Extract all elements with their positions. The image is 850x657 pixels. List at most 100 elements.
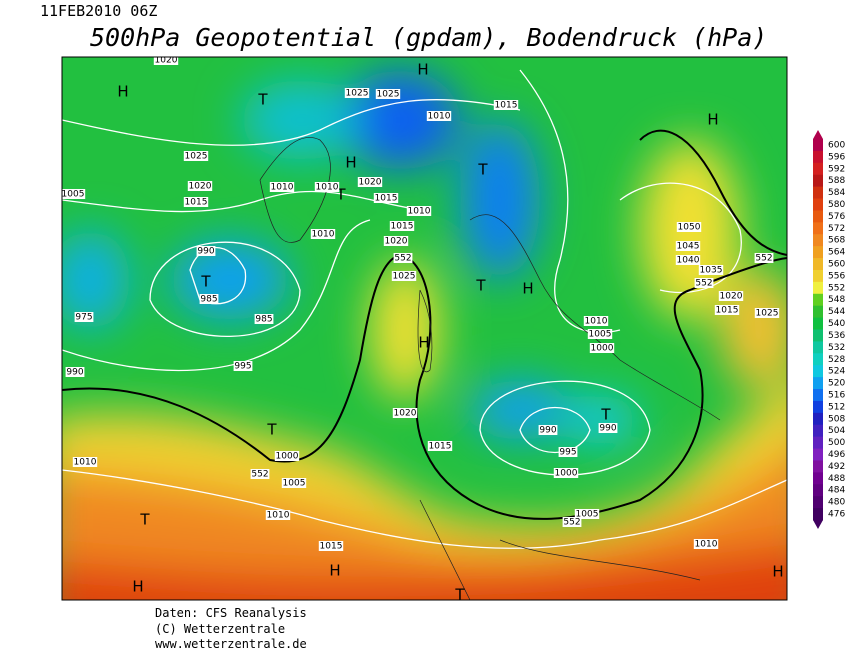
- pressure-center: H: [417, 61, 428, 79]
- isobar-label: 1015: [716, 306, 739, 316]
- colorbar-label: 580: [828, 200, 845, 210]
- isobar-label: 1015: [375, 194, 398, 204]
- colorbar-label: 552: [828, 283, 845, 293]
- isobar-label-bg: [538, 425, 558, 435]
- isobar-label-bg: [199, 294, 219, 304]
- isobar-label: 1020: [359, 178, 382, 188]
- pressure-center: T: [139, 511, 150, 529]
- pressure-center: T: [477, 161, 488, 179]
- isobar-label-bg: [344, 88, 370, 98]
- isobar-label: 1010: [271, 183, 294, 193]
- pressure-center: H: [345, 154, 356, 172]
- isobar-label: 1005: [589, 330, 612, 340]
- isobar-label: 1010: [74, 458, 97, 468]
- isobar-label: 990: [66, 368, 83, 378]
- isobar-label-bg: [310, 229, 336, 239]
- colorbar-swatch: [813, 305, 823, 319]
- isobar-label-bg: [65, 367, 85, 377]
- isobar-label-bg: [718, 291, 744, 301]
- isobar-label-bg: [187, 181, 213, 191]
- isobar-label: 995: [559, 448, 576, 458]
- colorbar-swatch: [813, 293, 823, 307]
- colorbar-label: 564: [828, 248, 845, 258]
- isobar-label-bg: [694, 278, 714, 288]
- isobar-label-bg: [558, 447, 578, 457]
- isobar-label-bg: [698, 265, 724, 275]
- colorbar-swatch: [813, 496, 823, 509]
- footer-url: www.wetterzentrale.de: [155, 637, 307, 651]
- isobar-label: 1050: [678, 223, 701, 233]
- colorbar-arrow: [813, 520, 823, 529]
- colorbar-label: 516: [828, 390, 845, 400]
- isobar-label: 1020: [155, 56, 178, 66]
- colorbar-swatch: [813, 329, 823, 342]
- colorbar-label: 568: [828, 236, 845, 246]
- isobar-label: 1035: [700, 266, 723, 276]
- isobar-label: 1000: [591, 344, 614, 354]
- colorbar-label: 592: [828, 164, 845, 174]
- pressure-center: H: [132, 578, 143, 596]
- isobar-label: 1000: [555, 469, 578, 479]
- date: 11FEB2010 06Z: [40, 2, 157, 20]
- isobar-label: 1010: [695, 540, 718, 550]
- isobar-label: 990: [599, 424, 616, 434]
- isobar-label-bg: [254, 314, 274, 324]
- isobar-label-bg: [587, 329, 613, 339]
- isobar-label-bg: [281, 478, 307, 488]
- colorbar-swatch: [813, 258, 823, 271]
- isobar-label: 995: [234, 362, 251, 372]
- colorbar-swatch: [813, 424, 823, 438]
- isobar-label: 1015: [320, 542, 343, 552]
- map-frame: [61, 56, 788, 601]
- isobar-label-bg: [393, 253, 413, 263]
- isobar-label: 1005: [576, 510, 599, 520]
- pressure-center: T: [257, 91, 268, 109]
- isobar-label-bg: [426, 111, 452, 121]
- isobar-label-bg: [562, 517, 582, 527]
- isobar-label: 1015: [429, 442, 452, 452]
- isobar-label-bg: [265, 510, 291, 520]
- isobar-label: 1040: [677, 256, 700, 266]
- colorbar-swatch: [813, 460, 823, 473]
- colorbar-swatch: [813, 139, 823, 152]
- footer-source: Daten: CFS Reanalysis: [155, 606, 307, 620]
- isobar-label: 1020: [394, 409, 417, 419]
- isobar-label: 1020: [189, 182, 212, 192]
- colorbar-swatch: [813, 174, 823, 188]
- isobar-label: 1005: [283, 479, 306, 489]
- colorbar-label: 484: [828, 486, 845, 496]
- footer-copyright: (C) Wetterzentrale: [155, 622, 285, 636]
- isobar-label-bg: [357, 177, 383, 187]
- isobar-label-bg: [574, 509, 600, 519]
- isobar-label: 975: [75, 313, 92, 323]
- isobar-label-bg: [389, 221, 415, 231]
- pressure-center: H: [522, 280, 533, 298]
- isobar-label: 1010: [585, 317, 608, 327]
- isobar-label: 1025: [185, 152, 208, 162]
- isobar-label: 1045: [677, 242, 700, 252]
- colorbar-swatch: [813, 198, 823, 211]
- isobar-label-bg: [183, 197, 209, 207]
- isobar-label: 985: [200, 295, 217, 305]
- colorbar-label: 596: [828, 152, 845, 162]
- isobar-label-bg: [318, 541, 344, 551]
- colorbar-swatch: [813, 222, 823, 235]
- colorbar-label: 496: [828, 450, 845, 460]
- pressure-center: T: [200, 273, 211, 291]
- colorbar-label: 476: [828, 510, 845, 520]
- colorbar-label: 504: [828, 426, 845, 436]
- isobar-label: 1010: [428, 112, 451, 122]
- colorbar-swatch: [813, 377, 823, 390]
- colorbar-label: 492: [828, 462, 845, 472]
- colorbar-swatch: [813, 436, 823, 450]
- pressure-center: H: [707, 111, 718, 129]
- isobar-label-bg: [314, 182, 340, 192]
- pressure-center: H: [772, 563, 783, 581]
- isobar-label-bg: [72, 457, 98, 467]
- colorbar-swatch: [813, 150, 823, 164]
- isobar-label-bg: [62, 189, 86, 199]
- pressure-center: T: [475, 277, 486, 295]
- isobar-label: 1025: [346, 89, 369, 99]
- isobar-label-bg: [754, 308, 780, 318]
- isobar-label-bg: [427, 441, 453, 451]
